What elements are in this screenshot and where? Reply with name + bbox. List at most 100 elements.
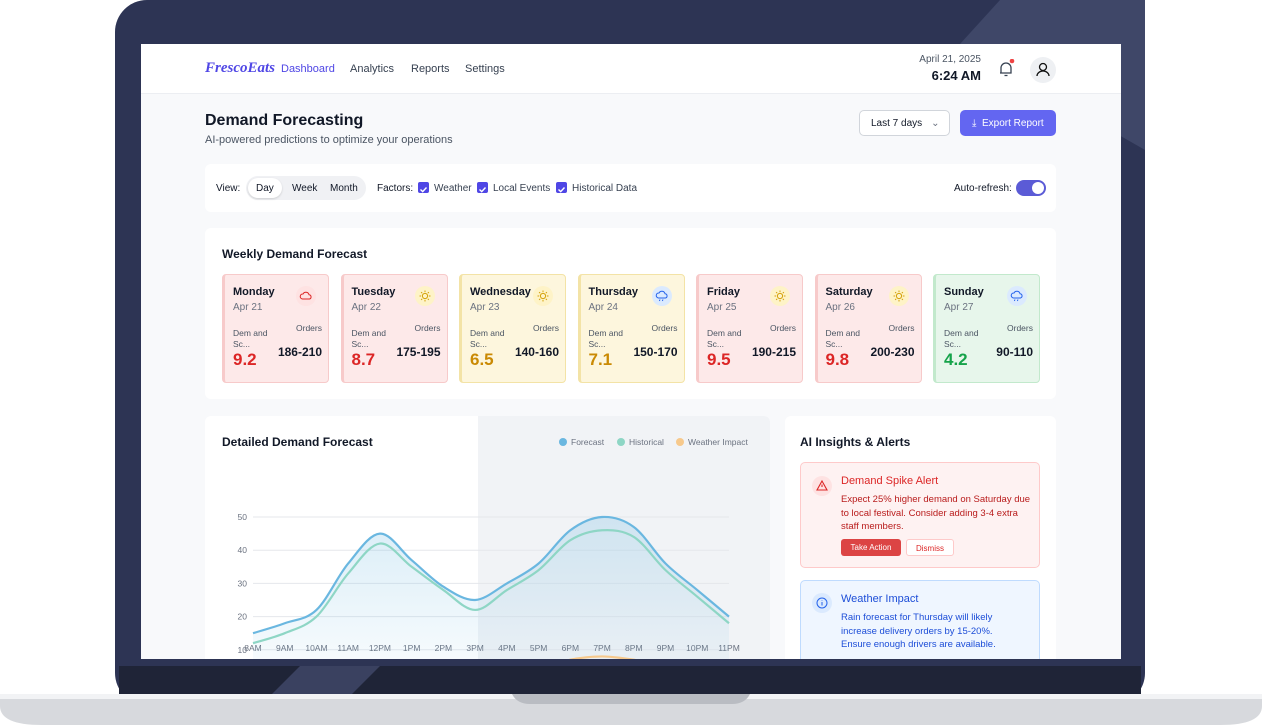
weather-icon [533,286,553,311]
alert-text: Rain forecast for Thursday will likely i… [841,612,996,650]
demand-score: 9.8 [825,350,850,369]
checkbox[interactable] [477,182,488,193]
orders-range: 175-195 [396,345,441,359]
weather-icon [888,286,909,311]
nav-link[interactable]: Settings [465,63,505,75]
day-name: Sunday [944,286,984,298]
score-label: Dem and Sc... [944,328,979,349]
insights-title: AI Insights & Alerts [800,435,911,449]
time: 6:24 AM [931,68,981,83]
orders-label: Orders [296,323,322,333]
alert-card: Weather Impact Rain forecast for Thursda… [800,580,1040,659]
nav-link[interactable]: Analytics [350,63,395,75]
day-date: Apr 26 [825,302,855,313]
day-name: Wednesday [470,286,531,298]
factor-label: Local Events [493,183,551,194]
orders-range: 140-160 [514,345,559,359]
orders-range: 186-210 [277,345,322,359]
checkbox[interactable] [556,182,567,193]
day-date: Apr 21 [233,302,263,313]
score-label: Dem and Sc... [588,328,624,349]
legend-label: Weather Impact [688,437,748,447]
view-option[interactable]: Day [248,178,282,198]
day-date: Apr 25 [707,302,737,313]
weekly-title: Weekly Demand Forecast [222,247,368,261]
orders-label: Orders [888,323,915,333]
weather-icon [1007,286,1027,311]
orders-label: Orders [414,323,441,333]
score-label: Dem and Sc... [470,328,505,349]
page-title: Demand Forecasting [205,112,364,129]
view-label: View: [216,183,241,194]
legend-swatch [559,438,567,446]
nav-link[interactable]: Dashboard [281,63,335,75]
action-button[interactable]: Take Action [841,539,901,556]
checkbox[interactable] [418,182,429,193]
logo: FrescoEats [205,60,276,76]
dismiss-button[interactable]: Dismiss [906,539,954,556]
weather-icon [414,286,435,311]
day-name: Monday [233,286,275,298]
legend-swatch [617,438,625,446]
score-label: Dem and Sc... [825,328,861,349]
day-name: Friday [707,286,741,298]
weather-icon [296,286,316,311]
factor-label: Weather [434,183,472,194]
page-subtitle: AI-powered predictions to optimize your … [205,134,453,146]
orders-label: Orders [533,323,559,333]
bell-icon[interactable] [996,59,1016,79]
factor-label: Historical Data [572,183,638,194]
orders-range: 90-110 [996,345,1033,359]
series-line [252,529,730,645]
legend-label: Historical [629,437,664,447]
y-tick-label: 40 [238,545,248,555]
demand-score: 9.5 [707,350,731,369]
weather-icon [770,286,790,311]
screen: FrescoEats April 21, 2025 6:24 AM Demand… [141,44,1121,659]
orders-range: 200-230 [870,345,915,359]
orders-label: Orders [651,323,678,333]
day-name: Thursday [588,286,639,298]
score-label: Dem and Sc... [351,328,387,349]
day-date: Apr 22 [351,302,381,313]
legend-label: Forecast [571,437,605,447]
range-label: Last 7 days [871,118,923,129]
demand-score: 7.1 [588,350,613,369]
day-card [222,274,329,383]
demand-score: 6.5 [470,350,494,369]
avatar[interactable] [1029,56,1057,84]
date: April 21, 2025 [919,54,981,65]
demand-score: 4.2 [944,350,968,369]
export-button[interactable]: ⤓ Export Report [960,110,1056,136]
range-select[interactable]: Last 7 days ⌄ [859,110,950,136]
export-label: Export Report [981,118,1044,129]
demand-score: 8.7 [351,350,376,369]
y-tick-label: 50 [238,512,248,522]
view-option[interactable]: Week [292,183,318,194]
factors-label: Factors: [377,183,414,194]
weather-icon [651,286,672,311]
line-chart: Detailed Demand Forecast010203040508AM9A… [222,435,748,659]
y-tick-label: 30 [238,578,248,588]
view-option[interactable]: Month [330,183,358,194]
y-tick-label: 10 [238,645,248,655]
nav-link[interactable]: Reports [411,63,450,75]
orders-label: Orders [1007,323,1033,333]
score-label: Dem and Sc... [707,328,742,349]
orders-label: Orders [770,323,796,333]
demand-score: 9.2 [233,350,257,369]
chart-title: Detailed Demand Forecast [222,435,373,449]
auto-refresh-toggle[interactable] [1016,180,1046,196]
orders-range: 190-215 [751,345,796,359]
day-date: Apr 24 [588,302,618,313]
orders-range: 150-170 [633,345,678,359]
day-date: Apr 23 [470,302,500,313]
alert-title: Weather Impact [841,593,919,605]
top-bar [141,44,1121,94]
auto-refresh-label: Auto-refresh: [954,183,1012,194]
series-line [252,515,730,635]
day-date: Apr 27 [944,302,974,313]
forecast-area [253,516,729,659]
day-name: Tuesday [351,286,396,298]
